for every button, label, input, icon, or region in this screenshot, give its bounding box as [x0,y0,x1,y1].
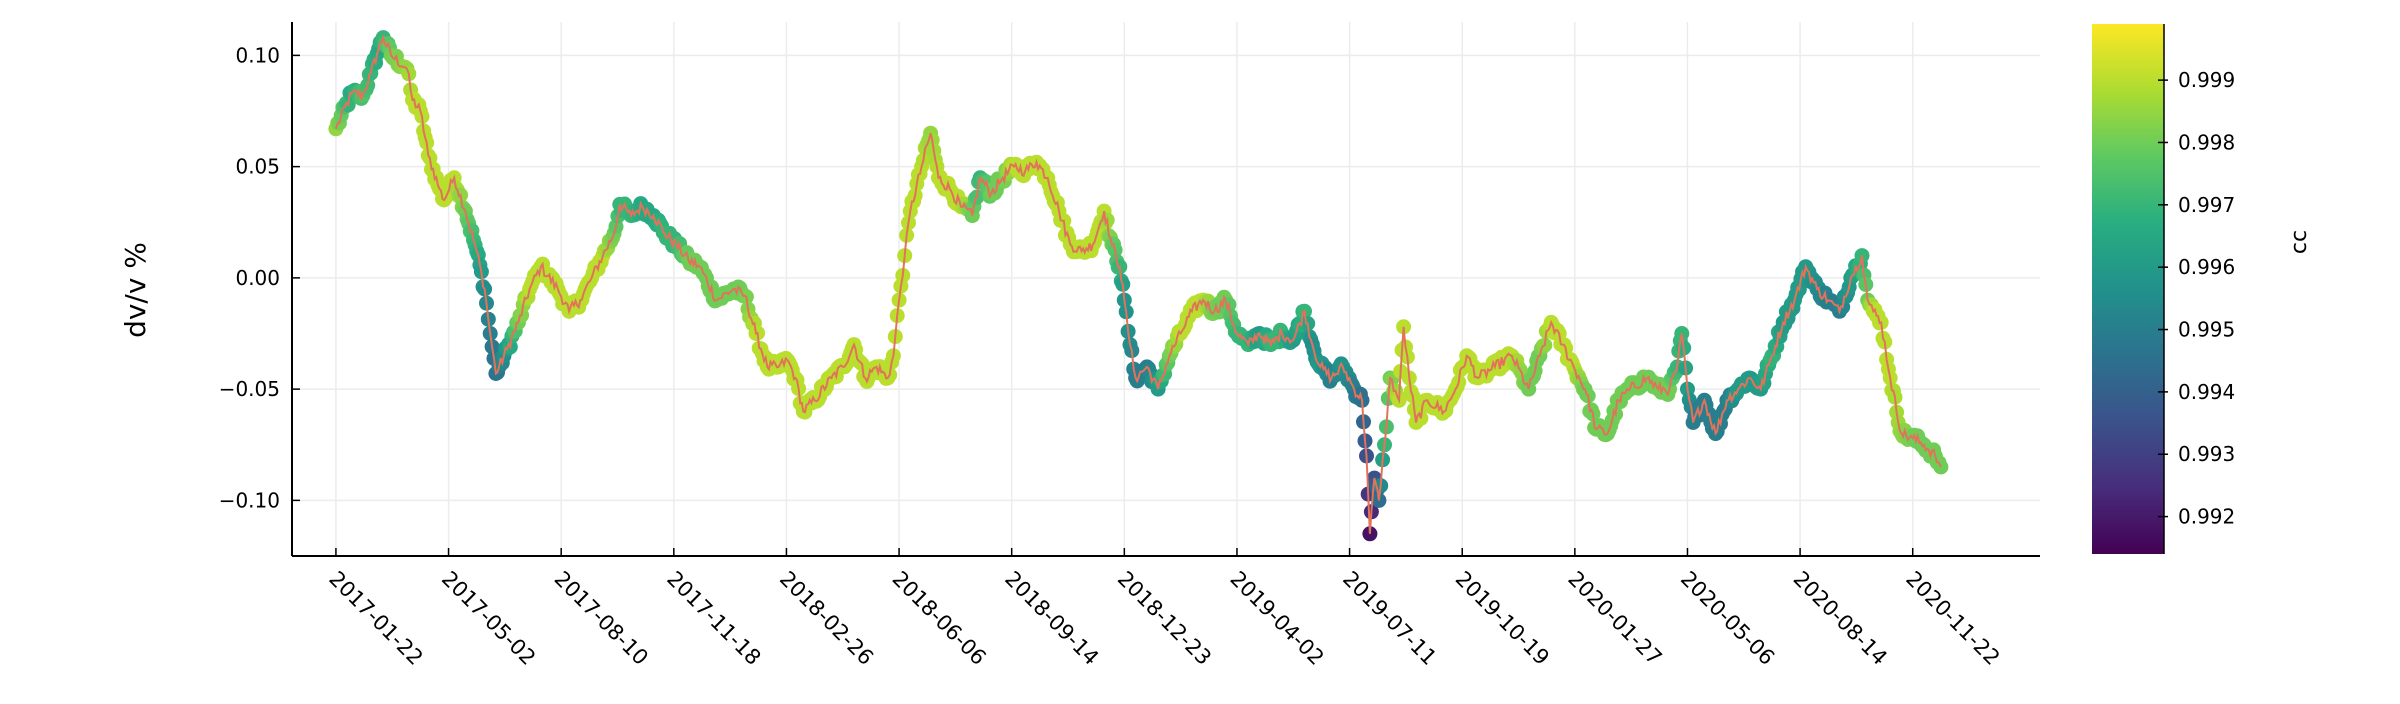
colorbar-ticks: 0.992 0.993 0.994 0.995 0.996 0.997 0.998 0.999 [2158,24,2235,554]
colorbar-tick-label: 0.997 [2178,193,2235,217]
x-tick-label: 2017-11-18 [662,567,765,670]
y-axis-label: dv/v % [119,242,152,338]
y-tick-label: 0.10 [235,43,280,67]
colorbar-tick-label: 0.994 [2178,380,2235,404]
x-tick-label: 2020-08-14 [1789,567,1892,670]
colorbar-gradient [2092,24,2164,554]
x-tick-label: 2020-01-27 [1563,567,1666,670]
x-tick-label: 2018-09-14 [1000,567,1103,670]
x-tick-label: 2018-12-23 [1113,567,1216,670]
ticks-layer: 0.10 0.05 0.00 −0.05 −0.10 2017-01-22 2017-05-… [219,43,2005,669]
y-tick-label: −0.05 [219,377,280,401]
x-tick-label: 2018-06-06 [888,567,991,670]
colorbar-tick-label: 0.992 [2178,505,2235,529]
colorbar: 0.992 0.993 0.994 0.995 0.996 0.997 0.998 0.999… [2092,24,2312,554]
x-tick-label: 2020-05-06 [1676,567,1779,670]
colorbar-label: cc [2287,230,2312,254]
colorbar-tick-label: 0.998 [2178,130,2235,154]
colorbar-tick-label: 0.999 [2178,68,2235,92]
points-layer [328,30,1949,542]
x-tick-label: 2019-07-11 [1338,567,1441,670]
y-tick-label: 0.05 [235,155,280,179]
y-tick-label: −0.10 [219,488,280,512]
x-tick-label: 2018-02-26 [775,567,878,670]
series-layer [328,30,1949,542]
y-tick-label: 0.00 [235,266,280,290]
x-tick-label: 2017-08-10 [550,567,653,670]
x-tick-label: 2019-10-19 [1451,567,1554,670]
colorbar-tick-label: 0.995 [2178,318,2235,342]
axes-layer [291,22,2040,557]
x-tick-label: 2019-04-02 [1225,567,1328,670]
x-tick-label: 2020-11-22 [1901,567,2004,670]
colorbar-tick-label: 0.993 [2178,442,2235,466]
x-tick-label: 2017-01-22 [324,567,427,670]
colorbar-tick-label: 0.996 [2178,255,2235,279]
series-line [334,33,1942,534]
x-tick-label: 2017-05-02 [437,567,540,670]
